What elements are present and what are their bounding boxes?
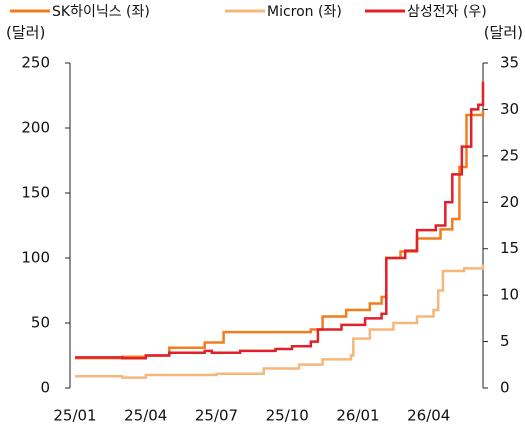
y2-tick-label: 0 xyxy=(500,379,510,397)
y-tick-label: 100 xyxy=(21,249,50,267)
y2-tick-label: 20 xyxy=(500,193,519,211)
y-tick-label: 150 xyxy=(21,184,50,202)
y2-axis-title: (달러) xyxy=(484,24,523,42)
y2-tick-label: 25 xyxy=(500,146,519,164)
y-tick-label: 50 xyxy=(31,314,50,332)
legend-label: 삼성전자 (우) xyxy=(407,4,487,20)
series-line xyxy=(75,81,485,360)
x-tick-label: 25/04 xyxy=(124,407,167,425)
y-tick-label: 250 xyxy=(21,54,50,72)
x-tick-label: 25/07 xyxy=(195,407,238,425)
x-tick-label: 26/01 xyxy=(336,407,379,425)
legend-label: SK하이닉스 (좌) xyxy=(52,4,150,20)
y2-tick-label: 35 xyxy=(500,54,519,72)
y-axis-title: (달러) xyxy=(6,24,45,42)
y2-tick-label: 15 xyxy=(500,239,519,257)
legend-label: Micron (좌) xyxy=(267,4,342,20)
y2-tick-label: 10 xyxy=(500,286,519,304)
x-tick-label: 25/01 xyxy=(53,407,96,425)
x-tick-label: 25/10 xyxy=(266,407,309,425)
y2-tick-label: 5 xyxy=(500,332,510,350)
series-line xyxy=(75,264,485,379)
series-line xyxy=(75,111,485,360)
y-tick-label: 200 xyxy=(21,119,50,137)
y2-tick-label: 30 xyxy=(500,100,519,118)
y-tick-label: 0 xyxy=(40,379,50,397)
x-tick-label: 26/04 xyxy=(407,407,450,425)
